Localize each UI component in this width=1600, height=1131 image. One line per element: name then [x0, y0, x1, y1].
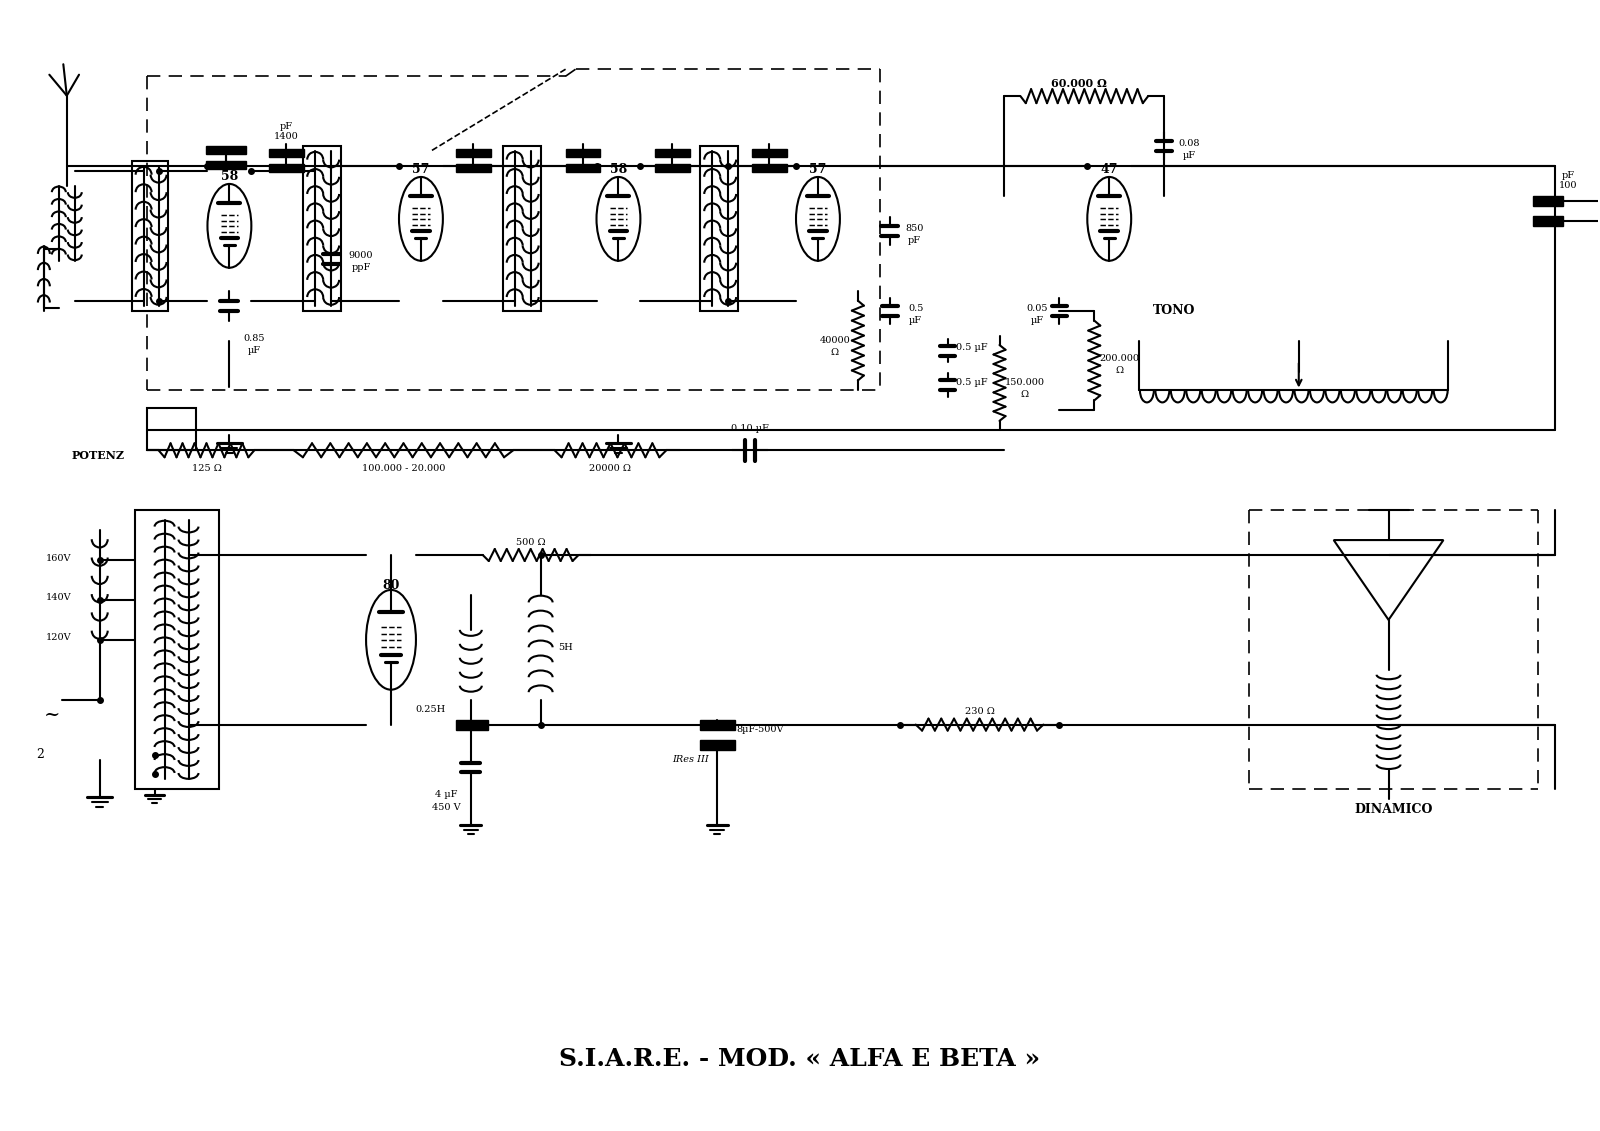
Text: 0.05: 0.05 [1027, 304, 1048, 313]
Text: 60.000 Ω: 60.000 Ω [1051, 78, 1107, 88]
Bar [701, 719, 734, 729]
Bar [456, 149, 491, 157]
Text: 0.5 µF: 0.5 µF [955, 343, 987, 352]
Bar [131, 161, 168, 311]
Text: 1400: 1400 [274, 131, 299, 140]
Bar [456, 719, 488, 729]
Bar [565, 149, 600, 157]
Text: 230 Ω: 230 Ω [965, 707, 995, 716]
Text: 100: 100 [1558, 181, 1578, 190]
Text: DINAMICO: DINAMICO [1354, 803, 1432, 815]
Text: POTENZ: POTENZ [72, 450, 125, 460]
Bar [1533, 196, 1563, 206]
Text: 8µF-500V: 8µF-500V [736, 725, 784, 734]
Text: 0.08: 0.08 [1178, 138, 1200, 147]
Text: 4 µF: 4 µF [435, 789, 458, 798]
Bar [147, 408, 197, 450]
Bar [656, 149, 690, 157]
Text: 140V: 140V [46, 594, 72, 603]
Bar [304, 146, 341, 311]
Bar [752, 149, 787, 157]
Text: µF: µF [248, 346, 261, 355]
Text: 80: 80 [382, 579, 400, 593]
Text: Ω: Ω [1021, 390, 1029, 399]
Bar [656, 164, 690, 172]
Text: 0.10 µF: 0.10 µF [731, 424, 770, 433]
Text: µF: µF [1030, 316, 1043, 325]
Text: 2: 2 [35, 748, 43, 761]
Text: S.I.A.R.E. - MOD. « ALFA E BETA »: S.I.A.R.E. - MOD. « ALFA E BETA » [560, 1047, 1040, 1071]
Bar [206, 161, 246, 169]
Bar [752, 164, 787, 172]
Text: µF: µF [1182, 150, 1195, 159]
Bar [1533, 216, 1563, 226]
Text: 500 Ω: 500 Ω [515, 537, 546, 546]
Bar [565, 164, 600, 172]
Text: pF: pF [280, 121, 293, 130]
Text: 200.000: 200.000 [1099, 354, 1139, 363]
Text: 0.25H: 0.25H [416, 705, 446, 714]
Text: 150.000: 150.000 [1005, 378, 1045, 387]
Text: 160V: 160V [46, 553, 72, 562]
Text: 125 Ω: 125 Ω [192, 464, 221, 473]
Text: 0.5: 0.5 [909, 304, 923, 313]
Text: 20000 Ω: 20000 Ω [589, 464, 632, 473]
Text: 450 V: 450 V [432, 803, 461, 812]
Text: 58: 58 [221, 171, 238, 183]
Text: 0.5 µF: 0.5 µF [955, 378, 987, 387]
Text: pF: pF [1562, 172, 1574, 181]
Text: 9000: 9000 [349, 251, 373, 260]
Text: 5H: 5H [558, 644, 573, 653]
Text: µF: µF [909, 316, 922, 325]
Bar [269, 164, 304, 172]
Text: ~: ~ [43, 706, 61, 724]
Text: 100.000 - 20.000: 100.000 - 20.000 [362, 464, 446, 473]
Text: 57: 57 [413, 164, 430, 176]
Text: Ω: Ω [1115, 366, 1123, 375]
Bar [701, 740, 734, 750]
Text: 40000: 40000 [819, 336, 850, 345]
Bar [456, 164, 491, 172]
Bar [269, 149, 304, 157]
Text: 58: 58 [610, 164, 627, 176]
Text: 57: 57 [810, 164, 827, 176]
Text: 850: 850 [906, 224, 923, 233]
Bar [134, 510, 219, 789]
Text: TONO: TONO [1154, 304, 1195, 317]
Text: 120V: 120V [46, 633, 72, 642]
Bar [701, 146, 738, 311]
Text: IRes III: IRes III [672, 756, 709, 765]
Text: 0.85: 0.85 [243, 334, 266, 343]
Bar [206, 146, 246, 154]
Bar [502, 146, 541, 311]
Text: ppF: ppF [352, 264, 371, 273]
Text: 47: 47 [1101, 164, 1118, 176]
Text: Ω: Ω [830, 348, 838, 357]
Text: pF: pF [909, 236, 922, 245]
